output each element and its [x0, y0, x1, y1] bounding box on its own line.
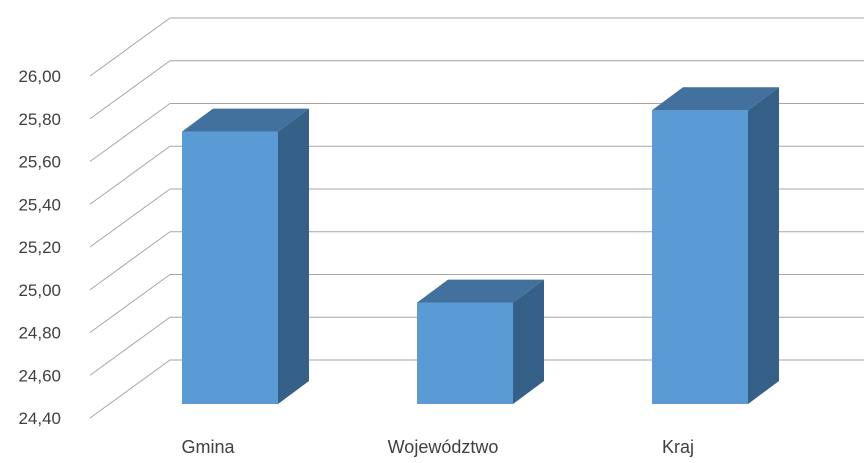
- y-tick-label: 25,20: [18, 238, 61, 257]
- gridline-diagonal: [89, 145, 171, 205]
- bar-front: [652, 110, 748, 404]
- y-tick-label: 25,00: [18, 281, 61, 300]
- bar-top: [182, 108, 309, 132]
- gridline-diagonal: [89, 188, 171, 248]
- y-tick-label: 26,00: [18, 67, 61, 86]
- bar-side: [748, 87, 779, 404]
- gridline-diagonal: [89, 231, 171, 291]
- x-category-label: Gmina: [181, 437, 235, 457]
- bar-side: [278, 108, 309, 404]
- y-tick-label: 25,40: [18, 195, 61, 214]
- bar-front: [417, 302, 513, 404]
- bar-top: [417, 279, 544, 303]
- x-axis-categories: Gmina Województwo Kraj: [181, 437, 694, 457]
- bar-kraj: [652, 87, 779, 404]
- bar-side: [513, 279, 544, 404]
- bar-front: [182, 131, 278, 404]
- x-category-label: Województwo: [388, 437, 499, 457]
- gridline-diagonal: [89, 274, 171, 333]
- y-tick-label: 24,40: [18, 409, 61, 428]
- bars: [182, 87, 779, 404]
- bar-gmina: [182, 108, 309, 404]
- gridline-diagonal: [89, 359, 171, 419]
- y-tick-label: 25,80: [18, 110, 61, 129]
- y-tick-label: 24,80: [18, 324, 61, 343]
- gridline-diagonal: [89, 60, 171, 120]
- bar-top: [652, 87, 779, 111]
- y-tick-label: 25,60: [18, 153, 61, 172]
- y-axis-ticks: 24,40 24,60 24,80 25,00 25,20 25,40 25,60 25,80…: [18, 67, 61, 428]
- gridline-diagonal: [89, 103, 171, 162]
- y-tick-label: 24,60: [18, 366, 61, 385]
- x-category-label: Kraj: [662, 437, 694, 457]
- gridline-diagonal: [89, 17, 171, 77]
- bar-województwo: [417, 279, 544, 404]
- gridline-diagonal: [89, 316, 171, 376]
